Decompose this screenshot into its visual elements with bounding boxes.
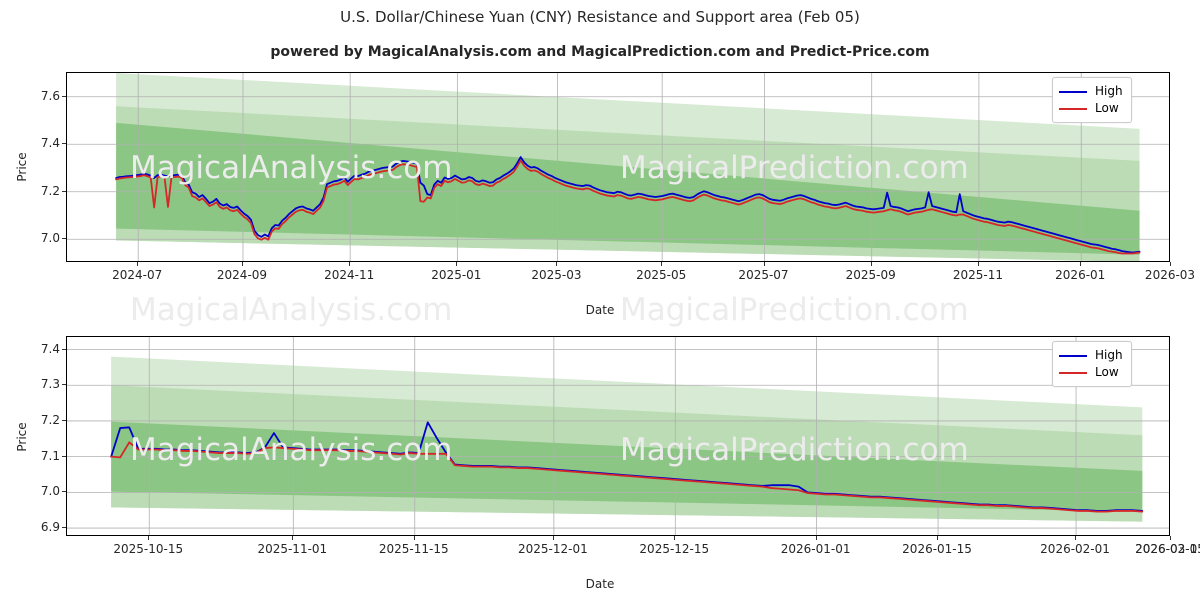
y-axis-tick-label: 7.2 <box>40 412 60 427</box>
legend-label: Low <box>1095 365 1119 379</box>
x-axis-tick-label: 2025-09 <box>845 268 896 282</box>
y-axis-tick-label: 7.1 <box>40 448 60 463</box>
series-line-low <box>110 441 1144 513</box>
y-axis-tick-mark <box>62 419 66 421</box>
x-axis-tick-label: 2026-02-01 <box>1040 542 1110 556</box>
top-chart-y-axis-label: Price <box>15 152 29 182</box>
x-axis-tick-label: 2025-11-01 <box>257 542 328 556</box>
x-axis-tick-label: 2026-03-01 <box>1135 542 1200 556</box>
legend-item-low[interactable]: Low <box>1059 100 1123 117</box>
y-axis-tick-mark <box>62 384 66 386</box>
top-chart-plot-area <box>66 72 1170 262</box>
page-title: U.S. Dollar/Chinese Yuan (CNY) Resistanc… <box>340 8 860 26</box>
x-axis-tick-mark <box>556 262 558 266</box>
y-axis-tick-mark <box>62 491 66 493</box>
x-axis-tick-mark <box>674 536 676 540</box>
x-axis-tick-mark <box>137 262 139 266</box>
y-axis-tick-mark <box>62 348 66 350</box>
y-axis-tick-label: 7.0 <box>40 231 60 246</box>
x-axis-tick-label: 2024-07 <box>112 268 163 282</box>
page-subtitle: powered by MagicalAnalysis.com and Magic… <box>270 44 930 60</box>
x-axis-tick-mark <box>1075 536 1077 540</box>
x-axis-tick-mark <box>815 536 817 540</box>
band-inner <box>116 122 1140 255</box>
y-axis-tick-mark <box>62 238 66 240</box>
legend-swatch-high-icon <box>1059 354 1087 357</box>
bottom-chart-svg <box>67 337 1169 535</box>
bottom-chart-panel <box>66 336 1170 536</box>
x-axis-tick-label: 2026-03 <box>1144 268 1196 282</box>
legend-item-low[interactable]: Low <box>1059 364 1123 381</box>
legend-label: High <box>1095 84 1123 98</box>
x-axis-tick-mark <box>241 262 243 266</box>
x-axis-tick-label: 2025-01 <box>431 268 482 282</box>
y-axis-tick-label: 6.9 <box>40 520 60 535</box>
x-axis-tick-mark <box>292 536 294 540</box>
legend-label: High <box>1095 348 1123 362</box>
y-axis-tick-label: 7.6 <box>40 88 60 103</box>
x-axis-tick-mark <box>661 262 663 266</box>
x-axis-tick-mark <box>413 536 415 540</box>
x-axis-tick-mark <box>552 536 554 540</box>
x-axis-tick-mark <box>977 262 979 266</box>
x-axis-tick-mark <box>937 536 939 540</box>
legend-item-high[interactable]: High <box>1059 83 1123 100</box>
legend-swatch-low-icon <box>1059 107 1087 110</box>
x-axis-tick-mark <box>148 536 150 540</box>
y-axis-tick-label: 7.0 <box>40 484 60 499</box>
legend-swatch-high-icon <box>1059 90 1087 93</box>
bottom-chart-legend[interactable]: High Low <box>1052 341 1132 387</box>
legend-swatch-low-icon <box>1059 371 1087 374</box>
y-axis-tick-mark <box>62 95 66 97</box>
x-axis-tick-label: 2024-11 <box>324 268 375 282</box>
x-axis-tick-mark <box>456 262 458 266</box>
y-axis-tick-mark <box>62 527 66 529</box>
x-axis-tick-label: 2025-11-15 <box>378 542 449 556</box>
bottom-chart-y-axis-label: Price <box>15 422 29 452</box>
x-axis-tick-mark <box>1170 262 1171 266</box>
y-axis-tick-mark <box>62 143 66 145</box>
x-axis-tick-label: 2025-03 <box>531 268 582 282</box>
x-axis-tick-label: 2026-01-01 <box>780 542 851 556</box>
series-line-low <box>115 159 1141 255</box>
legend-item-high[interactable]: High <box>1059 347 1123 364</box>
x-axis-tick-label: 2024-09 <box>216 268 268 282</box>
legend-label: Low <box>1095 101 1119 115</box>
x-axis-tick-label: 2026-01 <box>1055 268 1106 282</box>
series-line-high <box>115 156 1141 254</box>
x-axis-tick-label: 2025-07 <box>738 268 789 282</box>
x-axis-tick-label: 2026-01-15 <box>902 542 972 556</box>
x-axis-tick-mark <box>349 262 351 266</box>
x-axis-tick-mark <box>1170 536 1171 540</box>
top-chart-panel <box>66 72 1170 262</box>
band-inner <box>111 421 1143 512</box>
top-chart-svg <box>67 73 1169 261</box>
x-axis-tick-mark <box>870 262 872 266</box>
x-axis-tick-label: 2025-12-15 <box>639 542 710 556</box>
y-axis-tick-label: 7.4 <box>40 136 60 151</box>
x-axis-tick-mark <box>763 262 765 266</box>
x-axis-tick-label: 2025-05 <box>636 268 687 282</box>
y-axis-tick-label: 7.4 <box>40 341 60 356</box>
y-axis-tick-mark <box>62 190 66 192</box>
x-axis-tick-mark <box>1080 262 1082 266</box>
top-chart-x-axis-label: Date <box>585 303 615 317</box>
x-axis-tick-label: 2025-11 <box>952 268 1003 282</box>
y-axis-tick-label: 7.2 <box>40 183 60 198</box>
bottom-chart-x-axis-label: Date <box>585 577 615 591</box>
x-axis-tick-label: 2025-10-15 <box>113 542 184 556</box>
y-axis-tick-label: 7.3 <box>40 377 60 392</box>
bottom-chart-plot-area <box>66 336 1170 536</box>
y-axis-tick-mark <box>62 455 66 457</box>
x-axis-tick-label: 2025-12-01 <box>517 542 588 556</box>
top-chart-legend[interactable]: High Low <box>1052 77 1132 123</box>
x-axis-tick-label: 2026-02-15 <box>1135 542 1200 556</box>
